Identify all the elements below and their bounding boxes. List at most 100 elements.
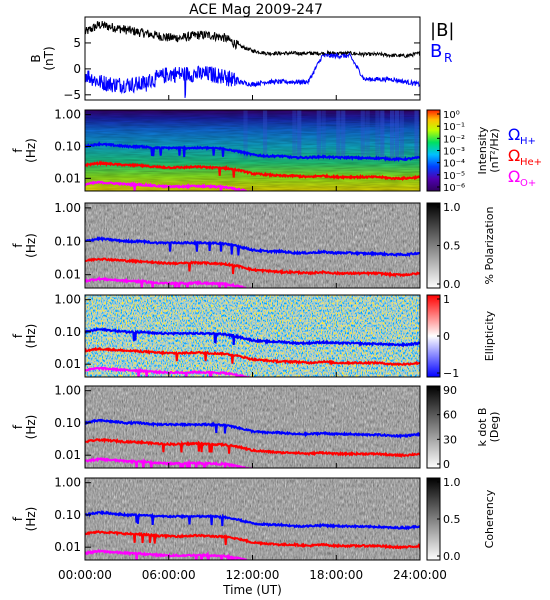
y-tick-label: 0.01 bbox=[54, 357, 81, 371]
y-tick-label: 0.01 bbox=[54, 540, 81, 554]
gyro-legend-subscript: He+ bbox=[520, 157, 542, 168]
y-tick-label: −5 bbox=[63, 88, 81, 102]
series-line-b-r bbox=[85, 51, 421, 98]
intensity-streak bbox=[336, 110, 341, 159]
colorbar-tick-label: 0.5 bbox=[443, 240, 461, 253]
intensity-streak bbox=[243, 110, 248, 159]
x-tick-label: 18:00:00 bbox=[309, 568, 363, 582]
intensity-streak bbox=[389, 110, 395, 159]
gyro-line-he bbox=[85, 437, 420, 459]
y-tick-label: 0.01 bbox=[54, 171, 81, 185]
freq-ylabel: f bbox=[11, 424, 25, 429]
intensity-streak bbox=[321, 110, 326, 159]
intensity-streak bbox=[360, 110, 365, 159]
gyro-legend: Ω H+Ω He+Ω O+ bbox=[508, 125, 542, 189]
x-axis-label: Time (UT) bbox=[222, 583, 282, 597]
intensity-streak bbox=[297, 110, 302, 159]
colorbar-tick-label: 10⁻⁶ bbox=[443, 183, 465, 194]
intensity-streak bbox=[292, 110, 297, 159]
kdotb-colorbar-unit: (Deg) bbox=[488, 412, 501, 443]
intensity-streak bbox=[375, 110, 380, 159]
gyro-line-o bbox=[85, 276, 261, 288]
gyro-line-he bbox=[85, 346, 420, 367]
kdotb-panel: 1.00 0.10 0.01 f (Hz) 90 60 30 0 k dot B (Deg) bbox=[11, 384, 501, 471]
gyro-line-o bbox=[85, 549, 253, 560]
gyro-line-he bbox=[85, 160, 420, 182]
freq-ylabel-unit: (Hz) bbox=[24, 324, 38, 349]
y-tick-label: 0.01 bbox=[54, 268, 81, 282]
colorbar-tick-label: 60 bbox=[443, 409, 457, 422]
intensity-streak bbox=[380, 110, 385, 159]
freq-ylabel-unit: (Hz) bbox=[24, 415, 38, 440]
kdotb-colorbar bbox=[426, 385, 441, 469]
freq-ylabel-unit: (Hz) bbox=[24, 233, 38, 258]
colorbar-tick-label: 10⁻⁵ bbox=[443, 171, 465, 182]
colorbar-tick-label: 10⁻⁴ bbox=[443, 159, 465, 170]
x-tick-label: 00:00:00 bbox=[58, 568, 112, 582]
colorbar-tick-label: 10⁻¹ bbox=[443, 122, 465, 133]
y-tick-label: 0.10 bbox=[54, 508, 81, 522]
x-axis: 00:00:00 06:00:00 12:00:00 18:00:00 24:00:00… bbox=[58, 95, 447, 597]
y-tick-label: 1.00 bbox=[54, 384, 81, 398]
y-tick-label: 0.10 bbox=[54, 416, 81, 430]
colorbar-tick-label: 0.0 bbox=[443, 278, 461, 291]
field-ylabel: B bbox=[29, 54, 43, 62]
gyro-line-he bbox=[85, 529, 420, 550]
colorbar-tick-label: 90 bbox=[443, 384, 457, 397]
chart-title: ACE Mag 2009-247 bbox=[189, 2, 323, 18]
coherency-colorbar-label: Coherency bbox=[483, 489, 496, 548]
gyro-line-o bbox=[85, 366, 252, 377]
gyro-line-he bbox=[85, 257, 420, 278]
gyro-line-o bbox=[85, 456, 255, 468]
colorbar-tick-label: 0.5 bbox=[443, 513, 461, 526]
gyro-line-o bbox=[85, 180, 256, 191]
coherency-image bbox=[85, 478, 420, 560]
intensity-colorbar-unit: (nT²/Hz) bbox=[488, 128, 501, 172]
freq-ylabel-unit: (Hz) bbox=[24, 138, 38, 163]
kdotb-colorbar-label: k dot B bbox=[476, 408, 489, 447]
freq-ylabel: f bbox=[11, 333, 25, 338]
polarization-colorbar-label: % Polarization bbox=[483, 207, 496, 285]
colorbar-tick-label: 10⁻³ bbox=[443, 147, 465, 158]
intensity-streak bbox=[365, 110, 370, 159]
colorbar-tick-label: −1 bbox=[443, 367, 459, 380]
gyro-legend-subscript: O+ bbox=[520, 178, 536, 189]
intensity-streak bbox=[316, 110, 321, 159]
gyro-line-h bbox=[85, 327, 420, 348]
colorbar-tick-label: 10⁰ bbox=[443, 110, 460, 121]
gyro-legend-subscript: H+ bbox=[520, 136, 536, 147]
colorbar-tick-label: 0.0 bbox=[443, 550, 461, 563]
legend-b-r-subscript: R bbox=[444, 51, 452, 65]
series-line-b-magnitude bbox=[84, 20, 421, 59]
freq-ylabel: f bbox=[11, 148, 25, 153]
field-plot-area bbox=[85, 17, 420, 100]
intensity-streak bbox=[414, 110, 419, 159]
kdotb-image bbox=[85, 386, 420, 468]
x-tick-label: 06:00:00 bbox=[142, 568, 196, 582]
legend-b-r: B bbox=[430, 41, 442, 62]
gyro-legend-symbol: Ω bbox=[508, 167, 520, 186]
y-tick-label: 0.10 bbox=[54, 234, 81, 248]
colorbar-tick-label: 0 bbox=[443, 330, 450, 343]
gyro-line-h bbox=[85, 509, 420, 531]
y-tick-label: 5 bbox=[73, 36, 81, 50]
gyro-line-h bbox=[85, 140, 420, 163]
ellipticity-panel: 1.00 0.10 0.01 f (Hz) 1 0 −1 Ellipticity bbox=[11, 293, 496, 380]
y-tick-label: 0.10 bbox=[54, 325, 81, 339]
y-tick-label: 1.00 bbox=[54, 293, 81, 307]
colorbar-tick-label: 1 bbox=[443, 293, 450, 306]
y-tick-label: 0 bbox=[73, 62, 81, 76]
y-tick-label: 1.00 bbox=[54, 476, 81, 490]
y-tick-label: 0.01 bbox=[54, 448, 81, 462]
ellipticity-colorbar-label: Ellipticity bbox=[483, 310, 496, 361]
gyro-line-h bbox=[85, 236, 420, 258]
field-ylabel-unit: (nT) bbox=[42, 46, 56, 70]
gyro-line-h bbox=[85, 418, 420, 439]
polarization-panel: 1.00 0.10 0.01 f (Hz) 1.0 0.5 0.0 % Polarization bbox=[11, 201, 496, 291]
coherency-panel: 1.00 0.10 0.01 f (Hz) 1.0 0.5 0.0 Coherency bbox=[11, 476, 496, 563]
colorbar-tick-label: 10⁻² bbox=[443, 134, 465, 145]
intensity-streak bbox=[394, 110, 400, 159]
freq-ylabel-unit: (Hz) bbox=[24, 507, 38, 532]
